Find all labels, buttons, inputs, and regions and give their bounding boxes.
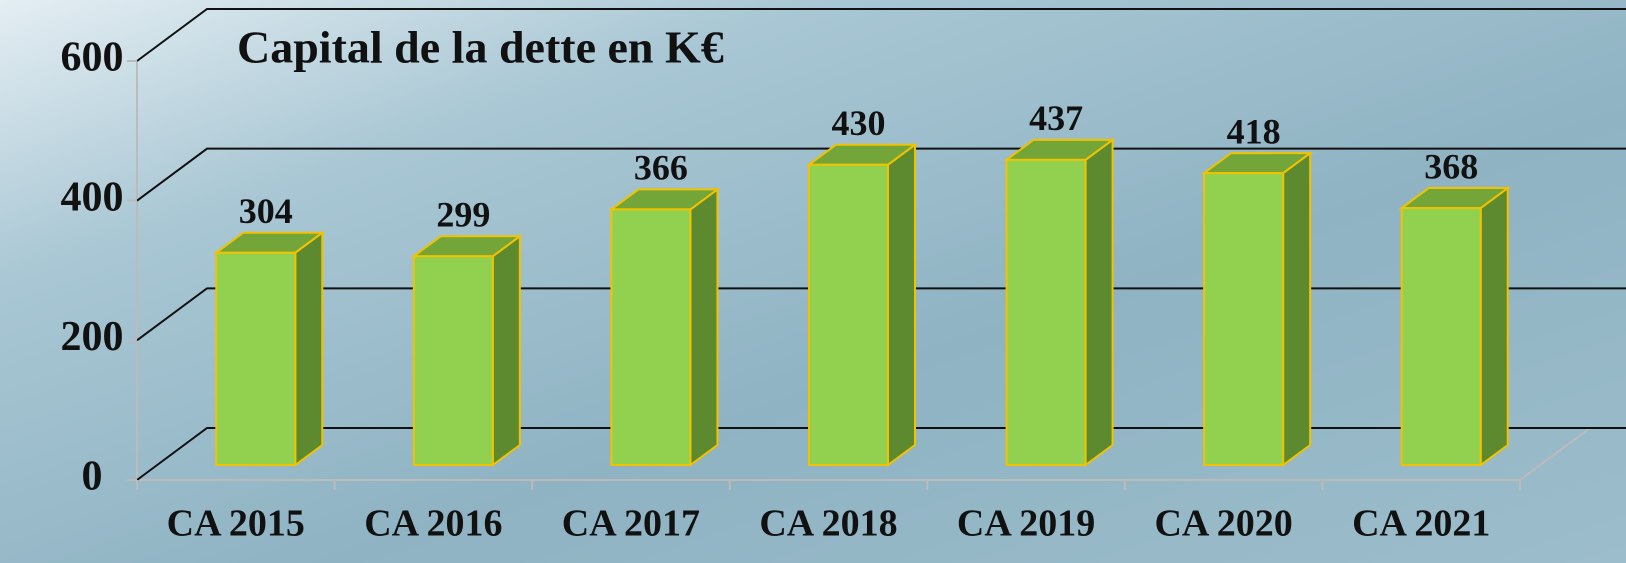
x-tick-label: CA 2019	[957, 503, 1095, 545]
grid-line	[136, 147, 1626, 202]
value-label: 430	[832, 103, 886, 143]
y-tick-label: 200	[61, 314, 124, 360]
grid-line	[136, 8, 1626, 62]
bar	[1201, 151, 1314, 467]
x-tick-label: CA 2016	[364, 503, 502, 545]
y-tick-label: 400	[61, 174, 124, 220]
floor-edge	[1519, 427, 1591, 481]
bar	[410, 234, 523, 467]
x-tick-label: CA 2018	[759, 503, 897, 545]
value-label: 299	[436, 194, 490, 234]
bar-side	[689, 187, 719, 467]
value-label: 368	[1424, 146, 1478, 186]
x-tick-label: CA 2015	[167, 503, 305, 545]
chart-title: Capital de la dette en K€	[237, 22, 724, 73]
y-tick-label: 0	[82, 454, 103, 500]
bar-front	[1203, 172, 1285, 466]
bar-front	[808, 163, 889, 466]
value-label: 418	[1227, 111, 1281, 151]
bar	[805, 142, 919, 467]
bar-front	[412, 255, 494, 466]
bar	[1003, 137, 1116, 467]
value-label: 304	[239, 191, 293, 231]
grid-line	[136, 287, 1626, 342]
x-tick-label: CA 2017	[562, 503, 700, 545]
bar-front	[610, 208, 692, 466]
bar-side	[887, 142, 916, 467]
bar-front	[1005, 158, 1087, 466]
bar-side	[294, 230, 324, 467]
bar	[1398, 186, 1511, 467]
bar-side	[1282, 151, 1312, 467]
bar-front	[1400, 207, 1482, 466]
x-tick-label: CA 2020	[1154, 503, 1292, 545]
value-label: 437	[1029, 98, 1083, 138]
bar-side	[1084, 137, 1114, 467]
bar-side	[1479, 186, 1509, 467]
grid-line	[136, 427, 1626, 481]
y-tick-label: 600	[61, 35, 124, 81]
bar	[213, 230, 326, 467]
bar-side	[491, 234, 521, 467]
value-label: 366	[634, 148, 688, 188]
bar	[608, 187, 721, 467]
x-tick-label: CA 2021	[1352, 503, 1490, 545]
bar-front	[215, 251, 297, 466]
